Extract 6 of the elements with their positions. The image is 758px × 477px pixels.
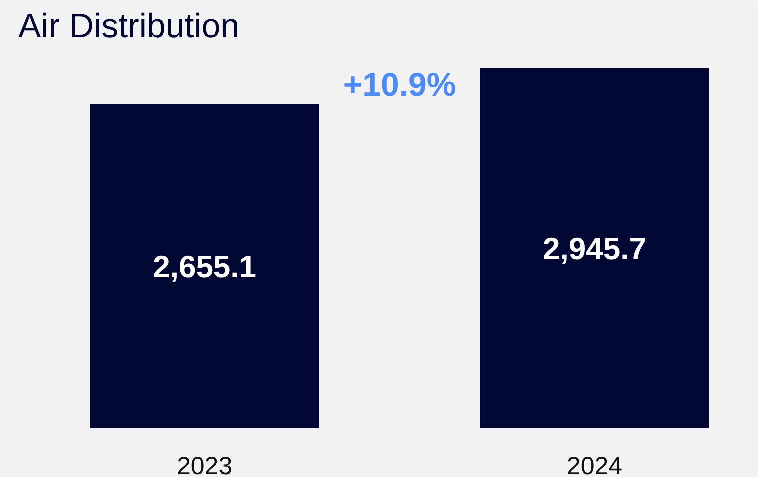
data-label: 2,655.1 (153, 249, 257, 284)
chart-title: Air Distribution (18, 8, 240, 46)
x-tick-label: 2023 (177, 452, 233, 477)
data-label: 2,945.7 (543, 232, 646, 266)
x-tick-label: 2024 (566, 452, 623, 477)
annotation: +10.9% (343, 66, 456, 104)
